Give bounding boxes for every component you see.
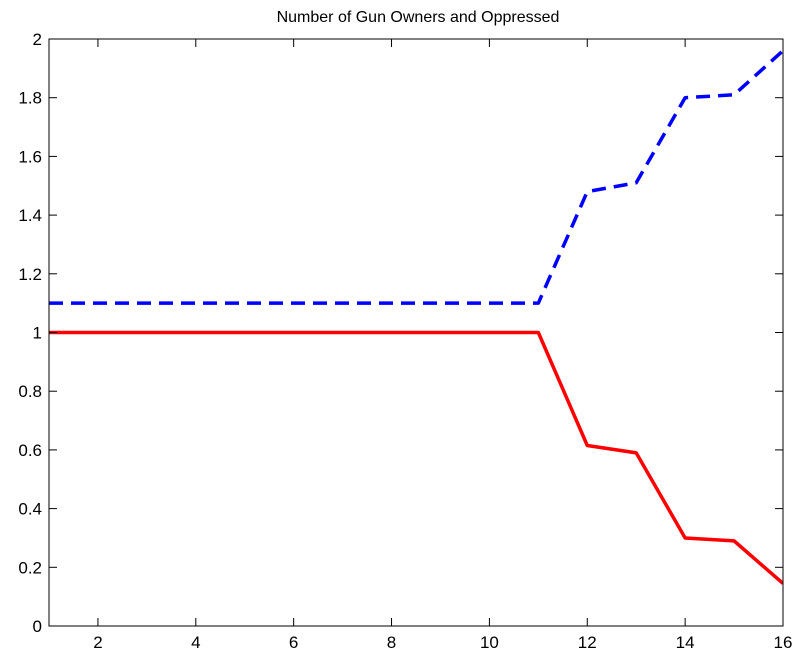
x-tick-label-2: 2 — [93, 633, 102, 652]
y-tick-label-1.8: 1.8 — [18, 89, 42, 108]
x-tick-label-14: 14 — [676, 633, 695, 652]
y-tick-label-1.2: 1.2 — [18, 265, 42, 284]
x-tick-label-6: 6 — [289, 633, 298, 652]
y-tick-label-1.4: 1.4 — [18, 206, 42, 225]
y-tick-label-0.8: 0.8 — [18, 382, 42, 401]
x-tick-label-12: 12 — [578, 633, 597, 652]
y-tick-label-0.4: 0.4 — [18, 500, 42, 519]
y-tick-label-0: 0 — [33, 617, 42, 636]
x-tick-label-16: 16 — [774, 633, 793, 652]
series-line-1 — [49, 49, 783, 305]
x-tick-label-8: 8 — [387, 633, 396, 652]
chart-title: Number of Gun Owners and Oppressed — [277, 9, 560, 26]
series-layer — [49, 49, 783, 585]
y-tick-label-0.6: 0.6 — [18, 441, 42, 460]
y-tick-label-2: 2 — [33, 30, 42, 49]
y-tick-label-0.2: 0.2 — [18, 558, 42, 577]
series-line-2 — [49, 330, 783, 585]
axis-ticks: 2 4 6 8 10 12 14 16 0 0.2 0.4 0.6 0.8 1 1.2 1.4 1.6 1.8 2 — [18, 30, 792, 652]
y-tick-label-1: 1 — [33, 324, 42, 343]
x-tick-label-4: 4 — [191, 633, 200, 652]
x-tick-label-10: 10 — [480, 633, 499, 652]
y-tick-label-1.6: 1.6 — [18, 147, 42, 166]
